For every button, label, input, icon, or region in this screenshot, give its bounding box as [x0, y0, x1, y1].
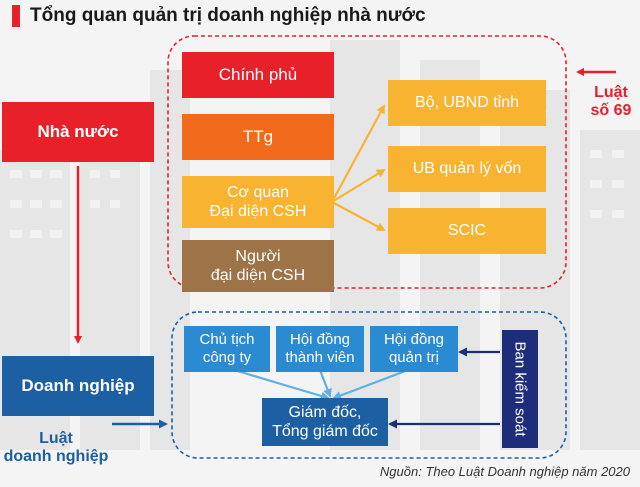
agency-box-capital-committee: UB quản lý vốn: [388, 146, 546, 192]
enterprise-box: Doanh nghiệp: [2, 356, 154, 416]
owner-agency-box: Cơ quan Đại diện CSH: [182, 176, 334, 228]
agency-label-ministry: Bộ, UBND tỉnh: [414, 94, 520, 112]
owner-to-ministry-arrow: [331, 104, 385, 203]
supervisory-label: Ban kiểm soát: [512, 341, 530, 437]
members-council-label: Hội đồng thành viên: [285, 331, 355, 366]
agency-box-scic: SCIC: [388, 208, 546, 254]
members-council-box: Hội đồng thành viên: [276, 326, 364, 372]
state-label: Nhà nước: [37, 121, 119, 141]
chairman-box: Chủ tịch công ty: [184, 326, 270, 372]
board-to-director-arrow: [332, 368, 409, 400]
agency-label-scic: SCIC: [447, 222, 487, 240]
law69-label: Luật số 69: [590, 83, 632, 119]
board-box: Hội đồng quản trị: [370, 326, 458, 372]
supervisory-box: Ban kiểm soát: [502, 330, 538, 448]
state-frame: [167, 35, 567, 289]
prime-minister-label: TTg: [242, 126, 274, 146]
chairman-label: Chủ tịch công ty: [199, 331, 255, 366]
enterprise-label: Doanh nghiệp: [21, 375, 135, 395]
government-label: Chính phủ: [218, 64, 298, 84]
government-box: Chính phủ: [182, 52, 334, 98]
chairman-to-director-arrow: [233, 368, 330, 401]
director-label: Giám đốc, Tổng giám đốc: [272, 403, 378, 440]
agency-label-capital-committee: UB quản lý vốn: [412, 160, 522, 178]
state-box: Nhà nước: [2, 102, 154, 162]
enterprise-law-label: Luật doanh nghiệp: [3, 429, 109, 465]
agency-box-ministry: Bộ, UBND tỉnh: [388, 80, 546, 126]
source-note: Nguồn: Theo Luật Doanh nghiệp năm 2020: [379, 464, 630, 479]
owner-to-capital-committee-arrow: [331, 168, 386, 203]
owner-agency-label: Cơ quan Đại diện CSH: [209, 183, 307, 220]
owner-representative-label: Người đại diện CSH: [210, 247, 306, 284]
board-label: Hội đồng quản trị: [383, 331, 445, 366]
director-box: Giám đốc, Tổng giám đốc: [262, 398, 388, 446]
members-council-to-director-arrow: [318, 369, 332, 398]
title-accent: [12, 5, 20, 27]
enterprise-frame: [171, 311, 567, 459]
prime-minister-box: TTg: [182, 114, 334, 160]
title-bar: Tổng quan quản trị doanh nghiệp nhà nước: [0, 0, 640, 32]
owner-to-scic-arrow: [331, 201, 386, 231]
page-title: Tổng quan quản trị doanh nghiệp nhà nước: [30, 5, 426, 26]
owner-representative-box: Người đại diện CSH: [182, 240, 334, 292]
